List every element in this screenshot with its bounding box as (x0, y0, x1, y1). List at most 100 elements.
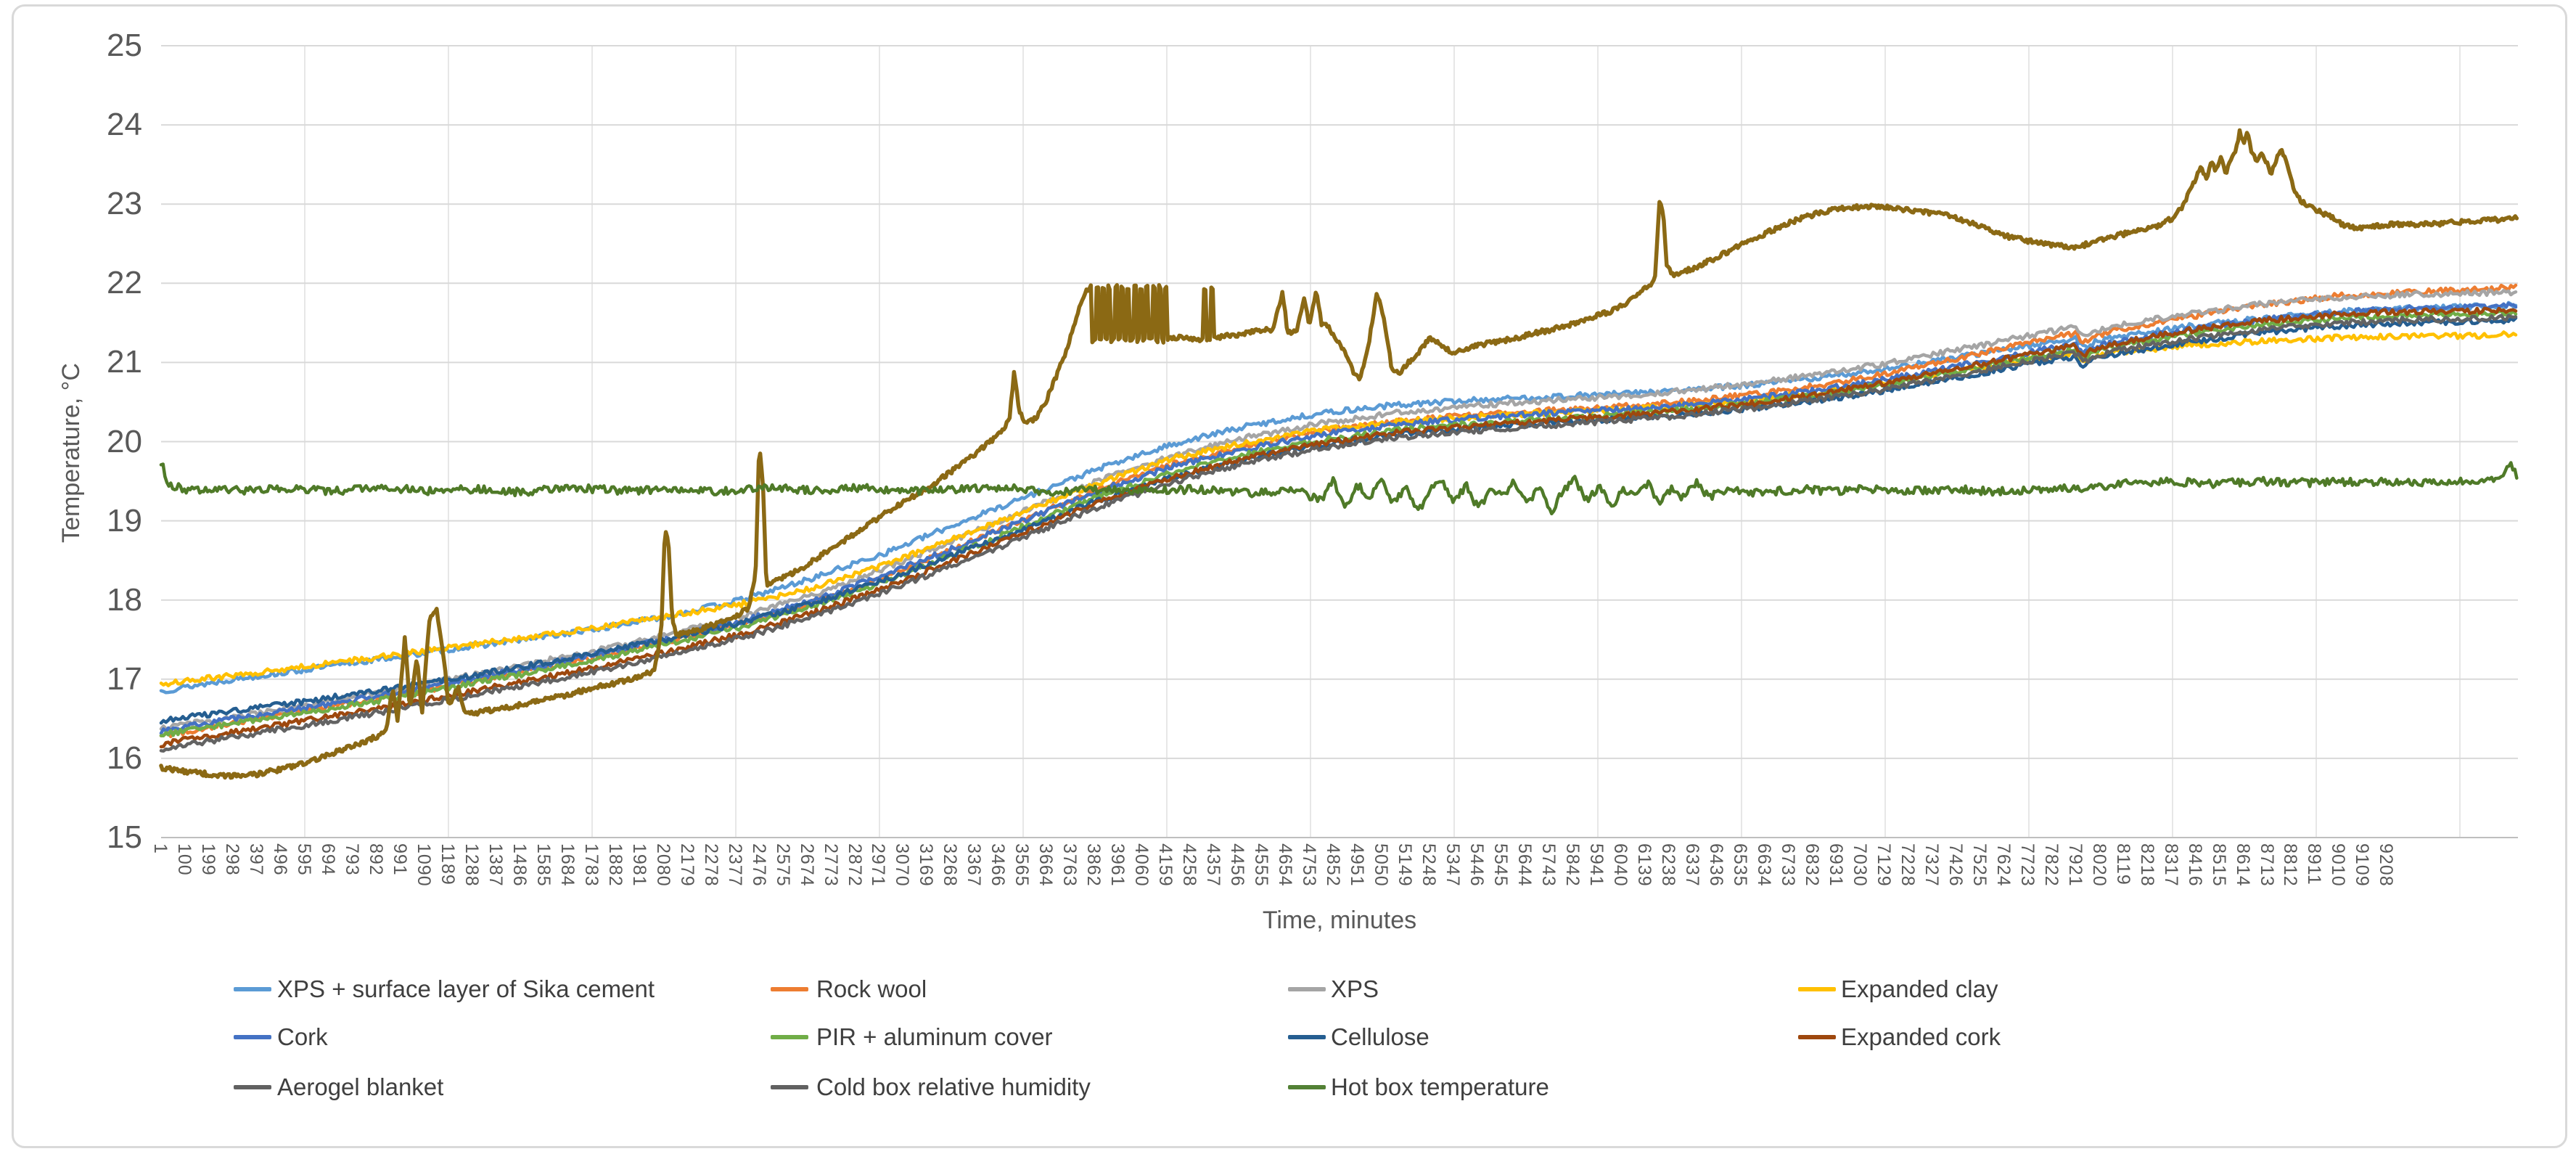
x-tick-label: 199 (197, 843, 218, 876)
legend-item-pir-aluminum-cover: PIR + aluminum cover (0, 1023, 2576, 1052)
legend-item-cork: Cork (0, 1023, 2576, 1052)
x-tick-label: 8020 (2088, 843, 2109, 887)
x-tick-label: 8317 (2160, 843, 2181, 887)
x-tick-label: 4951 (1347, 843, 1368, 887)
x-tick-label: 5842 (1562, 843, 1583, 887)
x-tick-label: 9208 (2376, 843, 2397, 887)
x-tick-label: 4753 (1299, 843, 1320, 887)
x-tick-label: 6931 (1825, 843, 1846, 887)
x-tick-label: 7426 (1945, 843, 1966, 887)
legend-label: Rock wool (816, 975, 927, 1002)
x-tick-label: 1090 (413, 843, 434, 887)
legend-swatch (234, 987, 271, 991)
legend-swatch (771, 987, 808, 991)
x-tick-label: 3961 (1107, 843, 1128, 887)
y-tick-label: 15 (107, 819, 142, 855)
legend-item-expanded-cork: Expanded cork (0, 1023, 2576, 1052)
y-tick-label: 18 (107, 581, 142, 618)
series-line-aerogel-blanket (159, 314, 2518, 753)
x-tick-label: 5743 (1538, 843, 1559, 887)
x-tick-label: 5248 (1419, 843, 1440, 887)
x-tick-label: 7030 (1849, 843, 1870, 887)
x-tick-label: 3862 (1083, 843, 1104, 887)
y-tick-label: 24 (107, 107, 142, 143)
x-tick-label: 5050 (1371, 843, 1392, 887)
x-tick-label: 793 (341, 843, 362, 876)
legend-item-expanded-clay: Expanded clay (0, 975, 2576, 1004)
legend-label: Expanded cork (1841, 1023, 2001, 1050)
x-tick-label: 7327 (1921, 843, 1942, 887)
x-tick-label: 2179 (676, 843, 697, 887)
legend-swatch (1288, 1085, 1326, 1089)
x-tick-label: 7822 (2040, 843, 2062, 887)
y-tick-label: 22 (107, 265, 142, 301)
x-tick-label: 3070 (892, 843, 913, 887)
x-tick-label: 7723 (2017, 843, 2038, 887)
x-tick-label: 5644 (1514, 843, 1535, 887)
x-tick-label: 1189 (437, 843, 458, 885)
x-tick-label: 397 (245, 843, 266, 876)
x-tick-label: 2278 (700, 843, 721, 887)
legend-label: Expanded clay (1841, 975, 1998, 1002)
legend-item-cellulose: Cellulose (0, 1023, 2576, 1052)
x-tick-label: 694 (317, 843, 338, 876)
x-tick-label: 8713 (2256, 843, 2277, 887)
legend-swatch (1798, 1035, 1836, 1039)
legend-swatch (1288, 987, 1326, 991)
x-tick-label: 298 (221, 843, 242, 876)
y-tick-label: 21 (107, 344, 142, 380)
x-tick-label: 1 (150, 843, 171, 854)
legend-swatch (771, 1085, 808, 1089)
x-tick-label: 6634 (1753, 843, 1774, 887)
x-tick-label: 3169 (916, 843, 937, 887)
legend-label: Cold box relative humidity (816, 1073, 1091, 1100)
series-line-hot-box-temperature (159, 461, 2519, 516)
x-tick-label: 7525 (1969, 843, 1990, 887)
x-tick-label: 5941 (1586, 843, 1607, 887)
x-tick-label: 1783 (581, 843, 602, 887)
x-tick-label: 5149 (1395, 843, 1416, 887)
x-tick-label: 7624 (1993, 843, 2014, 887)
x-tick-label: 2773 (820, 843, 841, 887)
x-tick-label: 1882 (604, 843, 625, 887)
x-tick-label: 9010 (2328, 843, 2349, 887)
x-tick-label: 8515 (2208, 843, 2229, 887)
x-tick-label: 1585 (533, 843, 554, 887)
x-tick-label: 6040 (1609, 843, 1630, 887)
x-tick-label: 8119 (2112, 843, 2133, 885)
x-tick-label: 8911 (2304, 843, 2325, 885)
x-tick-label: 5347 (1443, 843, 1464, 887)
x-tick-label: 3268 (940, 843, 961, 887)
x-tick-label: 8218 (2136, 843, 2157, 887)
x-tick-label: 1981 (628, 843, 649, 887)
x-tick-label: 496 (269, 843, 290, 876)
series-line-xps (159, 288, 2518, 732)
x-tick-label: 4060 (1131, 843, 1152, 887)
x-tick-label: 2080 (652, 843, 673, 887)
x-tick-label: 6337 (1681, 843, 1702, 887)
legend-label: XPS + surface layer of Sika cement (277, 975, 655, 1002)
x-tick-label: 6436 (1705, 843, 1726, 887)
x-tick-label: 595 (293, 843, 314, 876)
x-tick-label: 2476 (748, 843, 769, 887)
legend-swatch (234, 1085, 271, 1089)
x-tick-label: 7228 (1897, 843, 1918, 887)
x-tick-label: 2872 (844, 843, 865, 887)
x-tick-label: 1288 (461, 843, 482, 887)
x-tick-label: 8812 (2280, 843, 2301, 887)
legend-swatch (234, 1035, 271, 1039)
legend-item-xps-surface-layer-of-sika-cement: XPS + surface layer of Sika cement (0, 975, 2576, 1004)
legend-item-xps: XPS (0, 975, 2576, 1004)
x-tick-label: 8614 (2232, 843, 2253, 887)
y-tick-label: 16 (107, 740, 142, 776)
x-tick-label: 2971 (868, 843, 889, 887)
x-tick-label: 4654 (1275, 843, 1296, 887)
legend-label: Aerogel blanket (277, 1073, 444, 1100)
x-tick-label: 2575 (772, 843, 793, 887)
x-tick-label: 6238 (1657, 843, 1678, 887)
chart-frame (12, 4, 2567, 1148)
x-tick-label: 2377 (724, 843, 745, 887)
legend-swatch (771, 1035, 808, 1039)
legend-label: Cellulose (1331, 1023, 1429, 1050)
